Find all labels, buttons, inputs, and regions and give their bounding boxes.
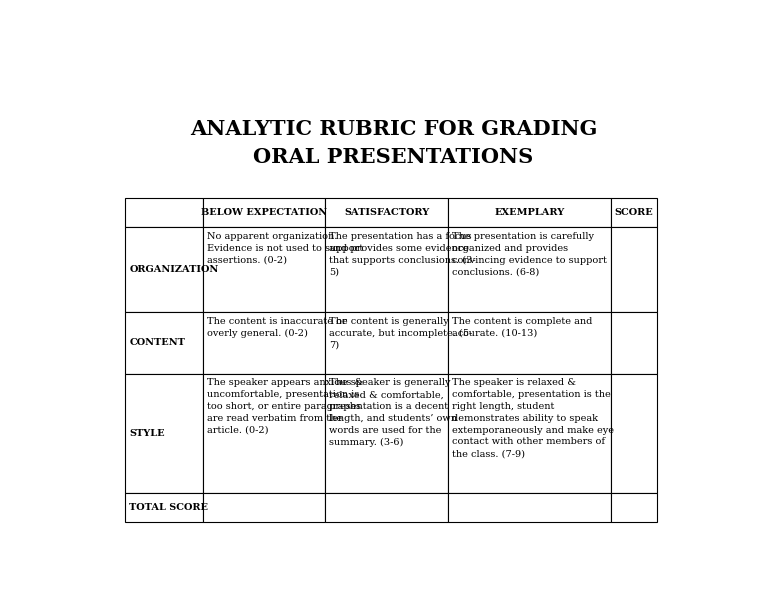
Text: TOTAL SCORE: TOTAL SCORE <box>129 503 208 512</box>
Text: The content is inaccurate or
overly general. (0-2): The content is inaccurate or overly gene… <box>207 317 346 338</box>
Bar <box>448 312 611 374</box>
Bar <box>203 374 326 493</box>
Text: The presentation is carefully
organized and provides
convincing evidence to supp: The presentation is carefully organized … <box>452 232 607 276</box>
Text: ANALYTIC RUBRIC FOR GRADING: ANALYTIC RUBRIC FOR GRADING <box>190 119 598 139</box>
Bar <box>326 228 448 312</box>
Bar <box>326 198 448 228</box>
Text: The speaker appears anxious &
uncomfortable, presentation is
too short, or entir: The speaker appears anxious & uncomforta… <box>207 378 363 435</box>
Bar <box>125 493 203 522</box>
Bar <box>203 312 326 374</box>
Bar <box>448 228 611 312</box>
Text: EXEMPLARY: EXEMPLARY <box>494 208 564 218</box>
Bar <box>448 493 611 522</box>
Bar <box>611 374 657 493</box>
Bar <box>125 198 203 228</box>
Bar <box>203 198 326 228</box>
Bar <box>448 374 611 493</box>
Text: The speaker is relaxed &
comfortable, presentation is the
right length, student
: The speaker is relaxed & comfortable, pr… <box>452 378 614 458</box>
Bar <box>611 312 657 374</box>
Bar <box>326 312 448 374</box>
Bar <box>326 374 448 493</box>
Bar <box>448 198 611 228</box>
Text: SATISFACTORY: SATISFACTORY <box>344 208 429 218</box>
Bar <box>125 228 203 312</box>
Bar <box>611 198 657 228</box>
Text: The content is generally
accurate, but incomplete. (5-
7): The content is generally accurate, but i… <box>329 317 472 349</box>
Text: BELOW EXPECTATION: BELOW EXPECTATION <box>201 208 327 218</box>
Text: The content is complete and
accurate. (10-13): The content is complete and accurate. (1… <box>452 317 592 337</box>
Bar <box>611 493 657 522</box>
Text: ORGANIZATION: ORGANIZATION <box>129 265 219 275</box>
Text: CONTENT: CONTENT <box>129 339 185 347</box>
Bar <box>125 312 203 374</box>
Text: The speaker is generally
relaxed & comfortable,
presentation is a decent
length,: The speaker is generally relaxed & comfo… <box>329 378 457 447</box>
Text: The presentation has a focus
and provides some evidence
that supports conclusion: The presentation has a focus and provide… <box>329 232 476 277</box>
Text: ORAL PRESENTATIONS: ORAL PRESENTATIONS <box>253 148 534 167</box>
Text: STYLE: STYLE <box>129 429 165 438</box>
Bar <box>611 228 657 312</box>
Bar <box>326 493 448 522</box>
Bar <box>125 374 203 493</box>
Text: SCORE: SCORE <box>614 208 654 218</box>
Bar <box>203 493 326 522</box>
Text: No apparent organization.
Evidence is not used to support
assertions. (0-2): No apparent organization. Evidence is no… <box>207 232 363 264</box>
Bar <box>203 228 326 312</box>
